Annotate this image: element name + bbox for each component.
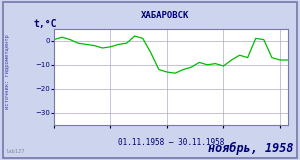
Text: ноябрь, 1958: ноябрь, 1958 [208, 142, 294, 155]
Text: lab127: lab127 [6, 149, 26, 154]
Text: 01.11.1958 – 30.11.1958: 01.11.1958 – 30.11.1958 [118, 138, 224, 147]
Text: t,°C: t,°C [33, 19, 56, 29]
Text: источник: гидрометцентр: источник: гидрометцентр [5, 35, 10, 109]
Text: ХАБАРОВСК: ХАБАРОВСК [141, 11, 189, 20]
